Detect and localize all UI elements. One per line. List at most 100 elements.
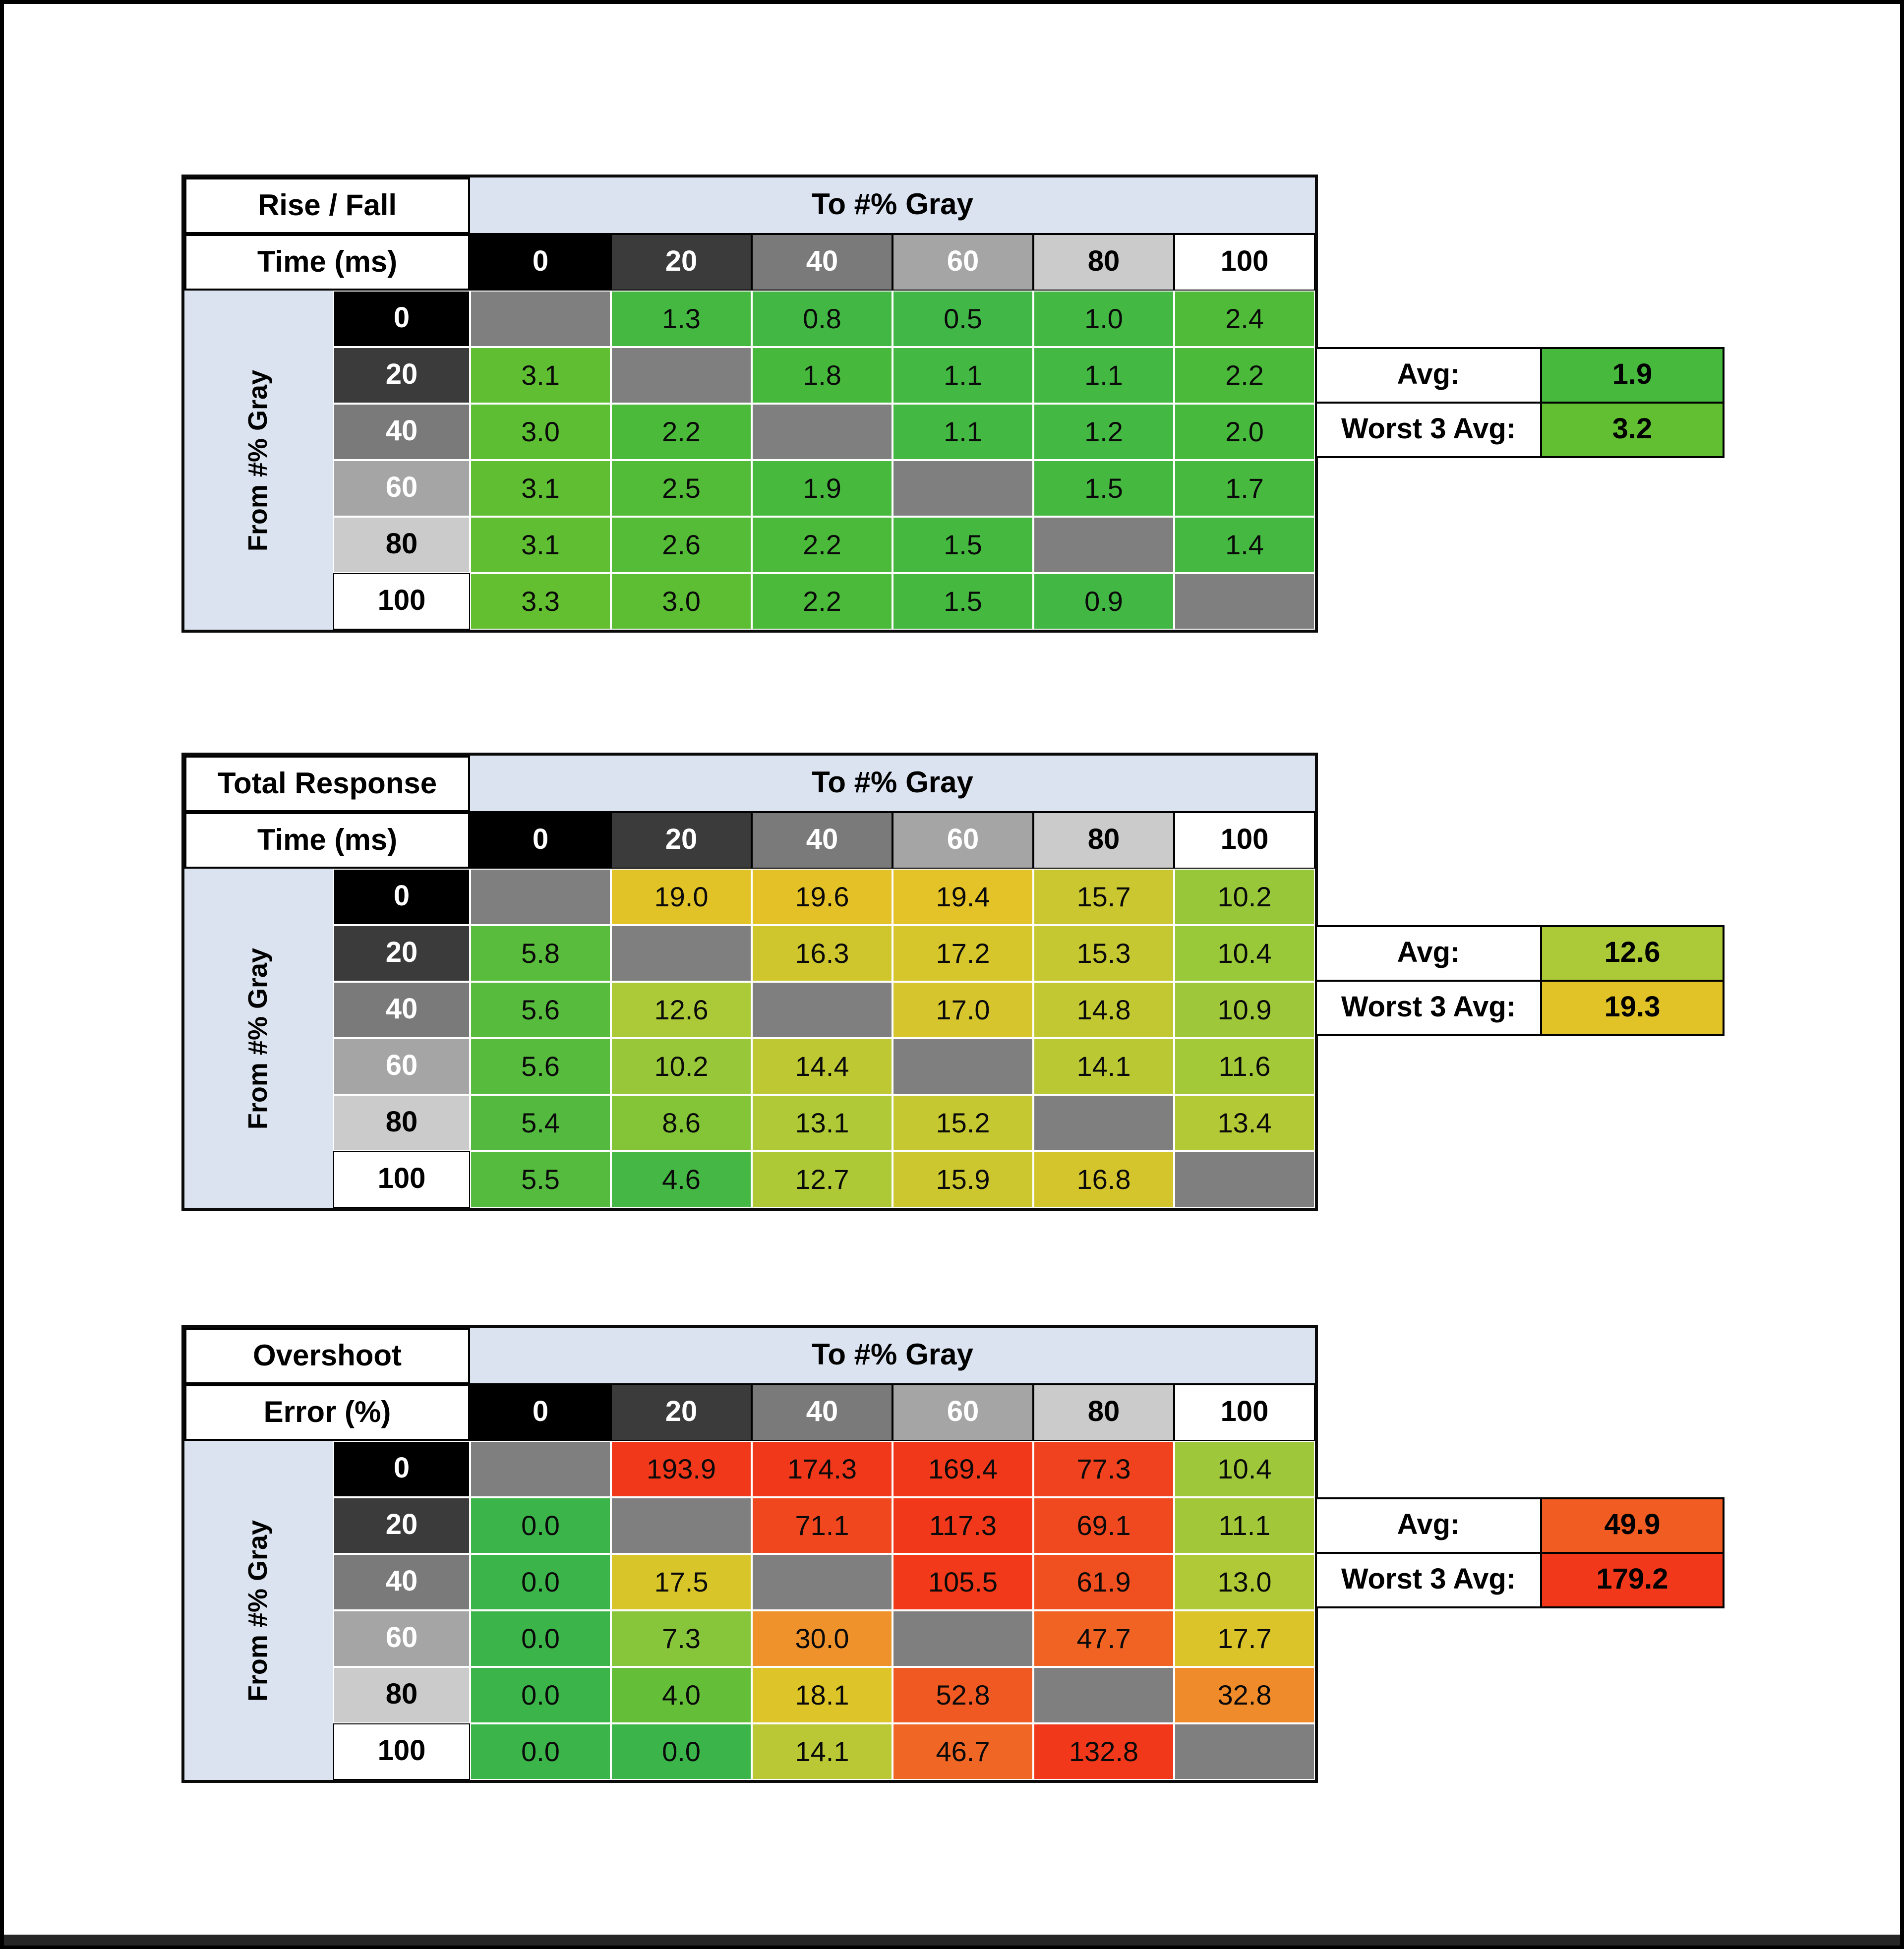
diagonal-cell [470,869,611,925]
worst3-avg-label: Worst 3 Avg: [1315,979,1542,1036]
value-cell-from0-to20: 19.0 [611,869,752,925]
col-header-0: 0 [470,234,611,291]
value-cell-from0-to20: 1.3 [611,291,752,347]
value-cell-from60-to0: 0.0 [470,1610,611,1667]
value-cell-from60-to40: 30.0 [752,1610,892,1667]
value-cell-from100-to0: 3.3 [470,573,611,630]
value-cell-from40-to100: 13.0 [1174,1554,1315,1610]
col-header-40: 40 [752,812,892,869]
value-cell-from0-to100: 10.2 [1174,869,1315,925]
diagonal-cell [752,1554,892,1610]
row-header-100: 100 [333,573,470,630]
value-cell-from40-to100: 2.0 [1174,404,1315,460]
col-header-60: 60 [892,812,1033,869]
row-header-0: 0 [333,1441,470,1497]
value-cell-from0-to80: 1.0 [1033,291,1174,347]
table-title-line2: Time (ms) [184,234,470,291]
from-gray-header: From #% Gray [184,291,333,630]
value-cell-from100-to80: 0.9 [1033,573,1174,630]
diagonal-cell [470,1441,611,1497]
from-gray-header-text: From #% Gray [243,369,274,551]
row-header-20: 20 [333,1497,470,1554]
summary-block: Avg: 12.6 Worst 3 Avg: 19.3 [1315,925,1725,1036]
value-cell-from100-to0: 5.5 [470,1151,611,1208]
col-header-80: 80 [1033,1384,1174,1441]
value-cell-from40-to20: 2.2 [611,404,752,460]
value-cell-from40-to0: 0.0 [470,1554,611,1610]
worst3-avg-row: Worst 3 Avg: 19.3 [1315,979,1725,1036]
avg-value: 12.6 [1542,925,1725,982]
value-cell-from20-to100: 2.2 [1174,347,1315,404]
heatmap-grid: Rise / Fall Time (ms) To #% Gray 0 20 40 60 80 1… [181,175,1318,633]
col-header-40: 40 [752,234,892,291]
col-header-20: 20 [611,812,752,869]
col-header-100: 100 [1174,1384,1315,1441]
value-cell-from0-to40: 174.3 [752,1441,892,1497]
value-cell-from80-to100: 13.4 [1174,1095,1315,1151]
col-header-20: 20 [611,1384,752,1441]
table-title-line2: Time (ms) [184,812,470,869]
row-header-80: 80 [333,1095,470,1151]
avg-value: 1.9 [1542,347,1725,404]
value-cell-from100-to40: 14.1 [752,1723,892,1780]
avg-label: Avg: [1315,925,1542,982]
diagonal-cell [1033,517,1174,573]
value-cell-from60-to100: 17.7 [1174,1610,1315,1667]
value-cell-from0-to60: 169.4 [892,1441,1033,1497]
col-header-100: 100 [1174,234,1315,291]
value-cell-from60-to20: 2.5 [611,460,752,517]
avg-label: Avg: [1315,347,1542,404]
value-cell-from60-to100: 11.6 [1174,1038,1315,1095]
value-cell-from0-to60: 0.5 [892,291,1033,347]
worst3-avg-value: 179.2 [1542,1551,1725,1608]
value-cell-from0-to40: 19.6 [752,869,892,925]
value-cell-from100-to80: 132.8 [1033,1723,1174,1780]
value-cell-from0-to40: 0.8 [752,291,892,347]
row-header-40: 40 [333,404,470,460]
to-gray-header: To #% Gray [470,756,1315,812]
col-header-80: 80 [1033,812,1174,869]
value-cell-from40-to80: 14.8 [1033,982,1174,1038]
table-title-line1: Total Response [184,756,470,812]
value-cell-from0-to80: 77.3 [1033,1441,1174,1497]
row-header-40: 40 [333,982,470,1038]
row-header-20: 20 [333,347,470,404]
worst3-avg-row: Worst 3 Avg: 3.2 [1315,401,1725,458]
heatmap-grid: Overshoot Error (%) To #% Gray 0 20 40 60 80 100… [181,1325,1318,1783]
value-cell-from20-to80: 1.1 [1033,347,1174,404]
row-header-100: 100 [333,1723,470,1780]
from-gray-header-text: From #% Gray [243,947,274,1129]
value-cell-from20-to0: 3.1 [470,347,611,404]
from-gray-header: From #% Gray [184,869,333,1208]
worst3-avg-label: Worst 3 Avg: [1315,1551,1542,1608]
table-title-line1: Rise / Fall [184,177,470,234]
value-cell-from80-to40: 18.1 [752,1667,892,1723]
value-cell-from80-to40: 2.2 [752,517,892,573]
row-header-0: 0 [333,291,470,347]
from-gray-header: From #% Gray [184,1441,333,1780]
value-cell-from0-to100: 2.4 [1174,291,1315,347]
value-cell-from100-to80: 16.8 [1033,1151,1174,1208]
row-header-60: 60 [333,460,470,517]
value-cell-from100-to40: 2.2 [752,573,892,630]
row-header-80: 80 [333,517,470,573]
bottom-window-edge [4,1934,1900,1945]
col-header-0: 0 [470,1384,611,1441]
heatmap-rise-fall-time: Rise / Fall Time (ms) To #% Gray 0 20 40 60 80 1… [181,175,1725,633]
diagonal-cell [1174,1723,1315,1780]
value-cell-from100-to60: 46.7 [892,1723,1033,1780]
value-cell-from60-to40: 1.9 [752,460,892,517]
avg-value: 49.9 [1542,1497,1725,1554]
value-cell-from40-to20: 12.6 [611,982,752,1038]
value-cell-from100-to20: 4.6 [611,1151,752,1208]
value-cell-from0-to20: 193.9 [611,1441,752,1497]
value-cell-from20-to40: 71.1 [752,1497,892,1554]
value-cell-from40-to20: 17.5 [611,1554,752,1610]
diagonal-cell [1174,1151,1315,1208]
diagonal-cell [611,1497,752,1554]
diagonal-cell [1033,1667,1174,1723]
row-header-80: 80 [333,1667,470,1723]
value-cell-from20-to80: 15.3 [1033,925,1174,982]
